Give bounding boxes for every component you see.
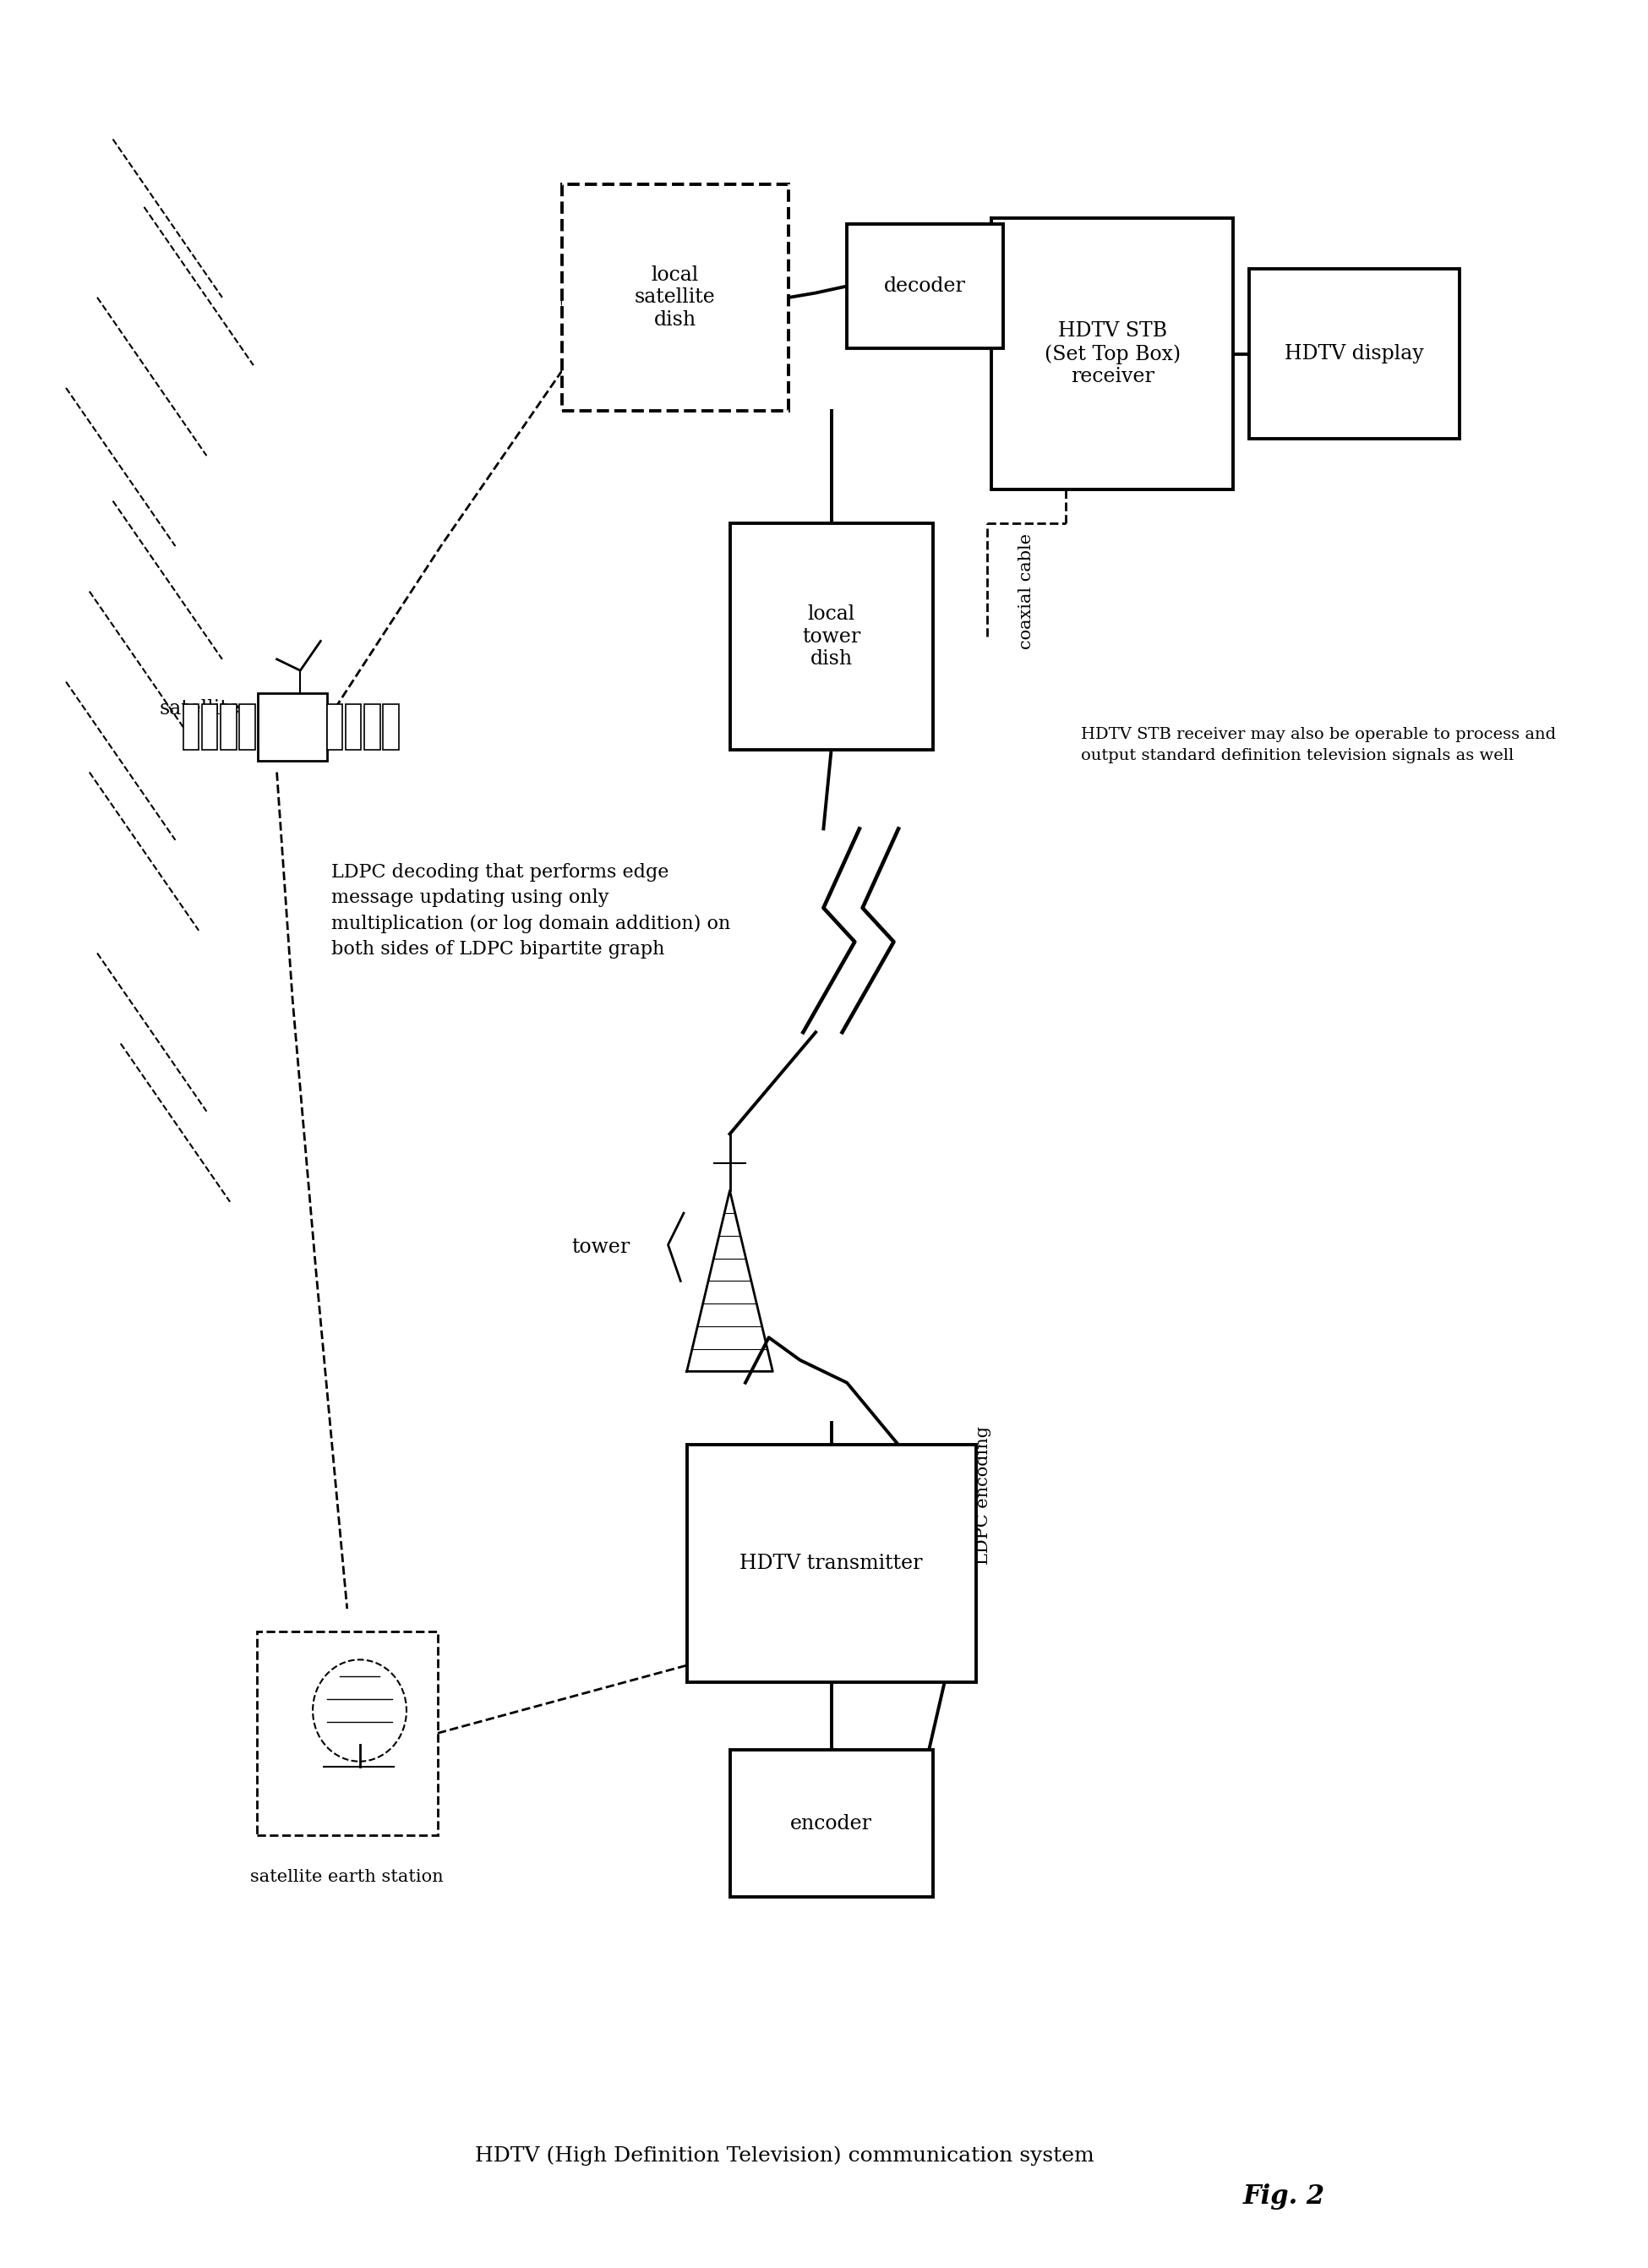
FancyBboxPatch shape	[687, 1445, 976, 1683]
Text: HDTV STB receiver may also be operable to process and
output standard definition: HDTV STB receiver may also be operable t…	[1081, 728, 1556, 764]
Text: HDTV display: HDTV display	[1285, 345, 1424, 363]
Text: LDPC decoding that performs edge
message updating using only
multiplication (or : LDPC decoding that performs edge message…	[331, 862, 730, 959]
Text: LDPC encoding: LDPC encoding	[976, 1427, 990, 1565]
Bar	[183, 705, 199, 751]
Text: Fig. 2: Fig. 2	[1243, 2184, 1325, 2209]
Text: HDTV STB
(Set Top Box)
receiver: HDTV STB (Set Top Box) receiver	[1045, 322, 1180, 386]
Bar	[326, 705, 343, 751]
Bar	[201, 705, 218, 751]
Text: local
tower
dish: local tower dish	[803, 603, 860, 669]
FancyBboxPatch shape	[730, 524, 933, 751]
Bar	[239, 705, 255, 751]
FancyBboxPatch shape	[259, 694, 326, 762]
Text: encoder: encoder	[791, 1814, 872, 1833]
Bar	[364, 705, 381, 751]
Text: local
satellite
dish: local satellite dish	[634, 265, 715, 329]
Text: HDTV transmitter: HDTV transmitter	[740, 1554, 923, 1574]
Text: coaxial cable: coaxial cable	[1018, 533, 1035, 649]
Bar	[346, 705, 361, 751]
Bar	[221, 705, 236, 751]
FancyBboxPatch shape	[1249, 270, 1460, 438]
Bar	[382, 705, 399, 751]
Text: tower: tower	[572, 1238, 630, 1256]
Text: decoder: decoder	[883, 277, 966, 295]
FancyBboxPatch shape	[847, 225, 1004, 349]
Text: satellite: satellite	[160, 699, 241, 719]
Text: HDTV (High Definition Television) communication system: HDTV (High Definition Television) commun…	[475, 2146, 1094, 2166]
FancyBboxPatch shape	[562, 184, 788, 411]
FancyBboxPatch shape	[992, 218, 1233, 490]
Text: satellite earth station: satellite earth station	[250, 1869, 443, 1885]
FancyBboxPatch shape	[730, 1751, 933, 1896]
